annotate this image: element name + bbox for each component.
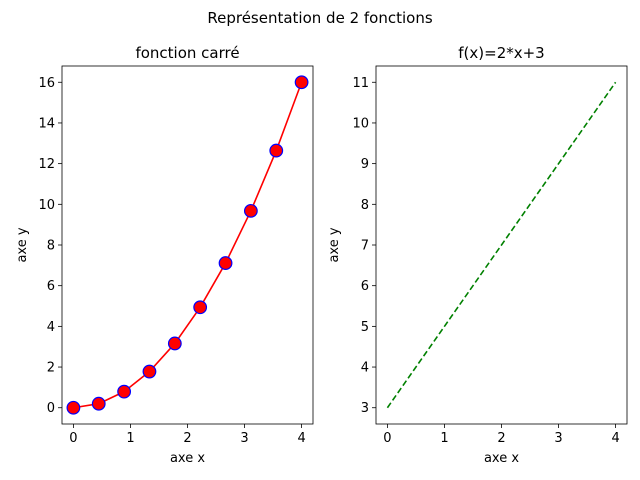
x-tick-label: 0 [383,431,391,446]
x-tick-label: 2 [183,431,191,446]
y-tick-label: 2 [47,361,55,376]
y-axis-label: axe y [15,227,30,262]
y-tick-label: 3 [361,401,369,416]
x-tick-label: 4 [297,431,305,446]
y-tick-label: 0 [47,401,55,416]
y-tick-label: 8 [361,198,369,213]
x-tick-label: 0 [69,431,77,446]
y-tick-label: 4 [361,361,369,376]
x-tick-label: 1 [126,431,134,446]
data-point [117,384,132,399]
series-line [386,81,617,409]
chart-title: fonction carré [135,44,239,62]
x-axis-label: axe x [170,451,205,466]
y-axis-label: axe y [327,227,342,262]
data-point [91,396,106,411]
x-tick-label: 2 [497,431,505,446]
y-tick-label: 8 [47,239,55,254]
x-tick-label: 4 [611,431,619,446]
data-point [66,400,81,415]
data-point [142,364,157,379]
y-tick-label: 4 [47,320,55,335]
x-tick-label: 3 [240,431,248,446]
y-tick-label: 6 [47,279,55,294]
data-point [269,143,284,158]
y-tick-label: 12 [38,157,55,172]
axes-frame [375,65,628,425]
series-line [73,81,303,409]
chart-fonction-affine: f(x)=2*x+3 0 1 2 3 4 3 4 5 6 7 8 9 10 11 axe x axe y [327,44,628,466]
figure-suptitle: Représentation de 2 fonctions [207,9,432,27]
chart-title: f(x)=2*x+3 [458,44,544,62]
y-tick-label: 10 [352,116,369,131]
axes-frame [61,65,314,425]
x-tick-label: 1 [440,431,448,446]
x-axis-label: axe x [484,451,519,466]
y-tick-label: 14 [38,116,55,131]
data-point [294,75,309,90]
y-tick-label: 9 [361,157,369,172]
plot-area [62,66,313,424]
y-tick-label: 10 [38,198,55,213]
data-point [243,203,258,218]
y-tick-label: 5 [361,320,369,335]
x-tick-label: 3 [554,431,562,446]
y-tick-label: 6 [361,279,369,294]
data-point [167,336,182,351]
y-tick-label: 7 [361,239,369,254]
data-point [218,256,233,270]
data-point [193,300,208,315]
y-tick-label: 16 [38,76,55,91]
y-tick-label: 11 [352,76,369,91]
